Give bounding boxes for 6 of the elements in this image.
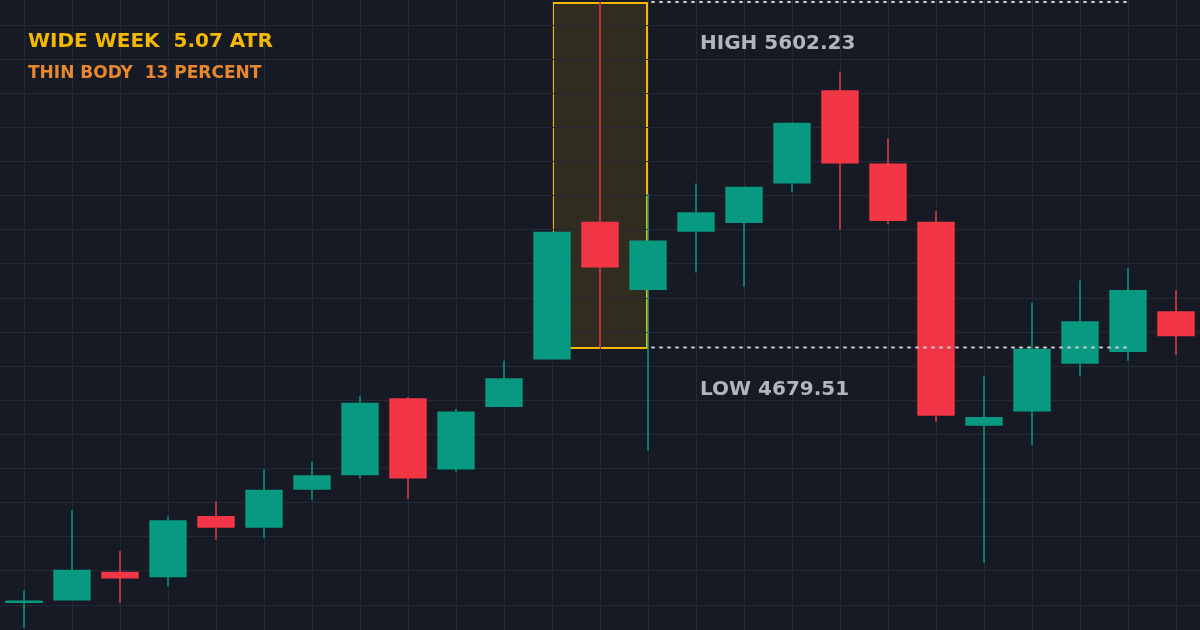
candlestick [5, 589, 43, 629]
text: WIDE WEEK 5.07 ATR [28, 28, 273, 52]
text: THIN BODY 13 PERCENT [28, 62, 262, 82]
candlestick [965, 375, 1003, 564]
ref-line-label: HIGH 5602.23 [700, 30, 856, 55]
ref-line-label: LOW 4679.51 [700, 375, 850, 400]
